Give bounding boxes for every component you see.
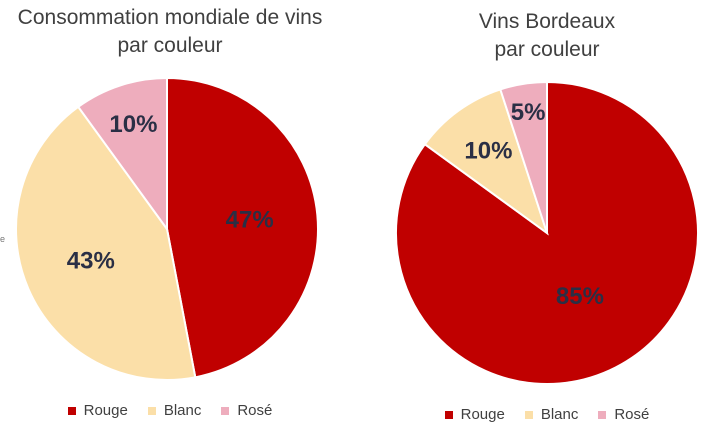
chart-title-line-2: par couleur bbox=[117, 34, 223, 57]
legend-item-rouge: Rouge bbox=[67, 402, 128, 419]
legend: Rouge Blanc Rosé bbox=[380, 406, 714, 423]
legend-item-blanc: Blanc bbox=[147, 402, 202, 419]
legend-label-rose: Rosé bbox=[614, 406, 650, 423]
data-label-blanc: 10% bbox=[464, 138, 512, 165]
legend-label-rose: Rosé bbox=[237, 402, 273, 419]
legend-item-blanc: Blanc bbox=[524, 406, 579, 423]
chart-title-line-1: Vins Bordeaux bbox=[478, 10, 616, 33]
legend-label-blanc: Blanc bbox=[163, 402, 202, 419]
legend-swatch-rose bbox=[598, 410, 607, 419]
chart-world-consumption: Consommation mondiale de vins par couleu… bbox=[0, 0, 340, 436]
chart-title-line-1: Consommation mondiale de vins bbox=[17, 6, 323, 29]
chart-title: Consommation mondiale de vins par couleu… bbox=[0, 4, 340, 60]
data-label-blanc: 43% bbox=[67, 247, 115, 274]
legend-item-rose: Rosé bbox=[598, 406, 649, 423]
legend-label-rouge: Rouge bbox=[83, 402, 128, 419]
legend-label-rouge: Rouge bbox=[460, 406, 505, 423]
pie-slice-rose bbox=[499, 80, 548, 234]
legend-label-blanc: Blanc bbox=[540, 406, 579, 423]
legend-swatch-rouge bbox=[67, 406, 76, 415]
stray-mark: e bbox=[0, 234, 6, 244]
pie-slice-rouge bbox=[166, 76, 319, 379]
chart-bordeaux: Vins Bordeaux par couleur 85% 10% 5% Rouge… bbox=[380, 0, 714, 436]
legend-swatch-blanc bbox=[147, 406, 156, 415]
legend-item-rouge: Rouge bbox=[444, 406, 505, 423]
legend-item-rose: Rosé bbox=[221, 402, 272, 419]
pie-slice-blanc bbox=[423, 88, 549, 236]
pie-chart-world: 47% 43% 10% bbox=[15, 76, 319, 381]
pie-chart-bordeaux: 85% 10% 5% bbox=[395, 80, 699, 385]
pie-slice-rose bbox=[76, 76, 168, 233]
data-label-rouge: 85% bbox=[556, 283, 604, 310]
data-label-rose: 10% bbox=[109, 111, 157, 138]
chart-title: Vins Bordeaux par couleur bbox=[380, 8, 714, 64]
data-label-rouge: 47% bbox=[226, 207, 274, 234]
chart-title-line-2: par couleur bbox=[494, 38, 600, 61]
legend-swatch-blanc bbox=[524, 410, 533, 419]
legend-swatch-rose bbox=[221, 406, 230, 415]
data-label-rose: 5% bbox=[511, 99, 546, 126]
legend: Rouge Blanc Rosé bbox=[0, 402, 340, 419]
pie-slice-blanc bbox=[15, 105, 197, 381]
legend-swatch-rouge bbox=[444, 410, 453, 419]
